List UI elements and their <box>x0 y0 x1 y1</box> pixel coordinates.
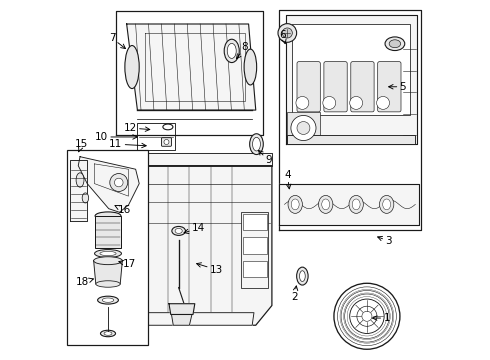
Bar <box>243 214 267 230</box>
Text: 12: 12 <box>123 123 150 133</box>
Circle shape <box>323 96 336 109</box>
Text: 15: 15 <box>75 139 89 152</box>
Text: 3: 3 <box>378 236 392 246</box>
Ellipse shape <box>385 37 405 50</box>
Circle shape <box>350 96 363 109</box>
Bar <box>292 24 410 116</box>
Circle shape <box>110 174 128 192</box>
Circle shape <box>282 28 293 38</box>
Text: 8: 8 <box>237 42 248 59</box>
Bar <box>287 135 415 144</box>
Ellipse shape <box>322 199 330 210</box>
Ellipse shape <box>100 251 116 256</box>
Ellipse shape <box>349 195 364 213</box>
Text: 14: 14 <box>184 224 205 234</box>
Ellipse shape <box>318 195 333 213</box>
Ellipse shape <box>172 226 186 235</box>
Ellipse shape <box>288 195 302 213</box>
Ellipse shape <box>76 173 84 187</box>
Bar <box>242 212 269 288</box>
Bar <box>243 237 267 253</box>
Circle shape <box>115 178 123 187</box>
Ellipse shape <box>252 137 260 151</box>
Ellipse shape <box>98 296 119 304</box>
Text: 16: 16 <box>115 206 131 216</box>
Text: 13: 13 <box>196 263 223 275</box>
FancyBboxPatch shape <box>378 62 401 112</box>
Text: 5: 5 <box>389 82 406 92</box>
Polygon shape <box>139 166 272 325</box>
Text: 2: 2 <box>291 286 298 302</box>
Text: 11: 11 <box>109 139 146 149</box>
Ellipse shape <box>102 298 114 302</box>
Ellipse shape <box>250 134 263 154</box>
Ellipse shape <box>379 195 394 213</box>
Ellipse shape <box>82 193 89 203</box>
FancyBboxPatch shape <box>351 62 374 112</box>
Polygon shape <box>70 160 87 221</box>
Ellipse shape <box>95 249 122 257</box>
Text: 4: 4 <box>284 170 291 189</box>
Bar <box>68 149 148 345</box>
Ellipse shape <box>175 228 182 233</box>
Ellipse shape <box>244 49 257 85</box>
Bar <box>95 216 121 248</box>
Text: 9: 9 <box>258 150 271 165</box>
Ellipse shape <box>104 332 112 335</box>
Circle shape <box>377 96 390 109</box>
Text: 10: 10 <box>95 132 137 142</box>
Ellipse shape <box>291 199 299 210</box>
Bar <box>243 261 267 277</box>
Polygon shape <box>126 24 256 110</box>
Circle shape <box>296 96 309 109</box>
Text: 1: 1 <box>372 313 390 323</box>
Circle shape <box>278 24 296 42</box>
Ellipse shape <box>95 212 121 220</box>
Polygon shape <box>172 315 192 325</box>
Ellipse shape <box>389 40 401 48</box>
Ellipse shape <box>296 267 308 285</box>
Polygon shape <box>139 153 272 166</box>
FancyBboxPatch shape <box>161 138 172 146</box>
Ellipse shape <box>299 271 305 282</box>
Circle shape <box>164 139 169 144</box>
Polygon shape <box>145 313 254 325</box>
Bar <box>287 112 319 144</box>
Ellipse shape <box>352 199 360 210</box>
Ellipse shape <box>125 45 139 89</box>
Ellipse shape <box>100 330 116 337</box>
Circle shape <box>291 116 316 140</box>
FancyBboxPatch shape <box>324 62 347 112</box>
Ellipse shape <box>383 199 391 210</box>
Text: 17: 17 <box>119 259 136 269</box>
Polygon shape <box>169 304 195 315</box>
Ellipse shape <box>96 281 120 287</box>
Polygon shape <box>78 157 139 212</box>
Text: 6: 6 <box>279 30 286 44</box>
Ellipse shape <box>227 43 236 58</box>
Polygon shape <box>286 15 417 144</box>
FancyBboxPatch shape <box>297 62 320 112</box>
Polygon shape <box>279 184 419 225</box>
Circle shape <box>297 122 310 134</box>
Ellipse shape <box>94 257 122 265</box>
Text: 18: 18 <box>76 277 94 287</box>
Ellipse shape <box>224 39 239 63</box>
Text: 7: 7 <box>109 33 125 49</box>
Polygon shape <box>94 261 122 284</box>
